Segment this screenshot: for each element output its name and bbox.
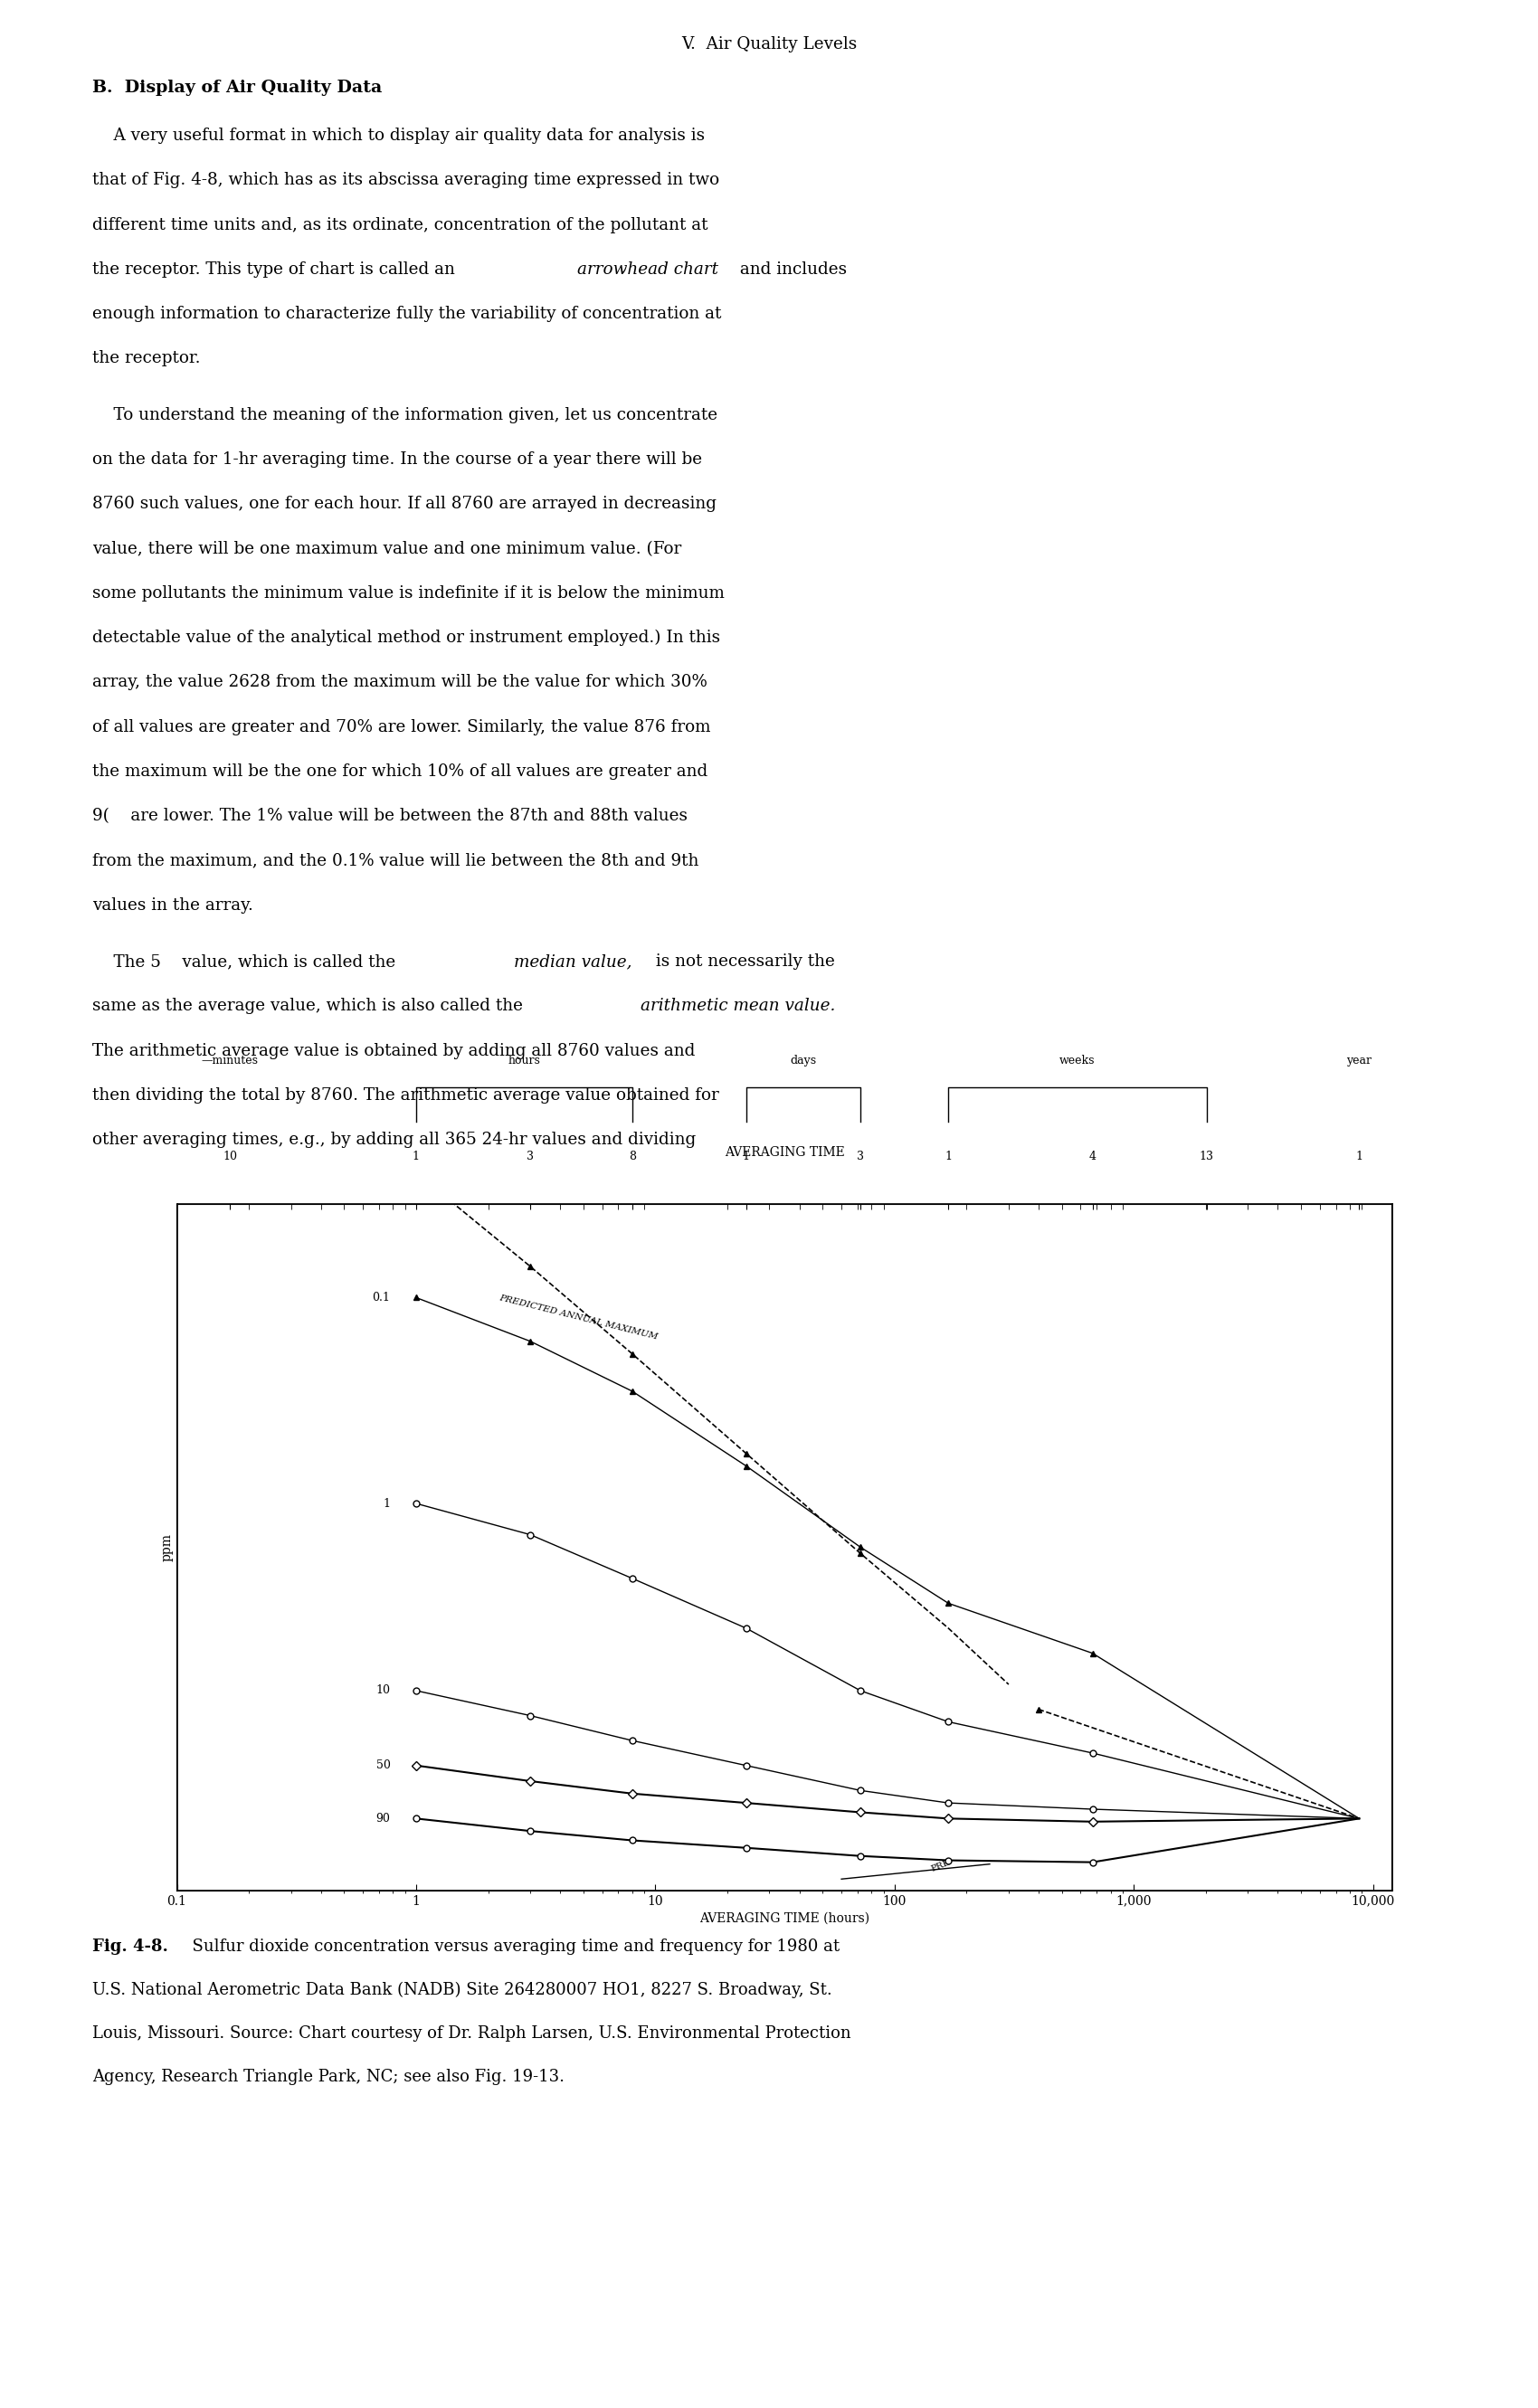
Text: 3: 3 [857,1151,864,1163]
Text: the receptor. This type of chart is called an: the receptor. This type of chart is call… [92,262,460,277]
Text: array, the value 2628 from the maximum will be the value for which 30%: array, the value 2628 from the maximum w… [92,674,707,691]
Text: 1: 1 [383,1498,391,1510]
Text: then dividing the total by 8760. The arithmetic average value obtained for: then dividing the total by 8760. The ari… [92,1088,718,1103]
Text: 0.1: 0.1 [372,1291,391,1303]
Text: The arithmetic average value is obtained by adding all 8760 values and: The arithmetic average value is obtained… [92,1043,695,1060]
Text: 9(    are lower. The 1% value will be between the 87th and 88th values: 9( are lower. The 1% value will be betwe… [92,809,687,824]
Text: the receptor.: the receptor. [92,352,200,366]
Text: To understand the meaning of the information given, let us concentrate: To understand the meaning of the informa… [92,407,718,424]
Text: 90: 90 [375,1813,391,1825]
Title: AVERAGING TIME: AVERAGING TIME [724,1146,844,1158]
Text: weeks: weeks [1060,1055,1095,1067]
Text: the maximum will be the one for which 10% of all values are greater and: the maximum will be the one for which 10… [92,763,707,780]
Text: U.S. National Aerometric Data Bank (NADB) Site 264280007 HO1, 8227 S. Broadway, : U.S. National Aerometric Data Bank (NADB… [92,1982,832,1999]
Text: on the data for 1-hr averaging time. In the course of a year there will be: on the data for 1-hr averaging time. In … [92,453,703,467]
Text: some pollutants the minimum value is indefinite if it is below the minimum: some pollutants the minimum value is ind… [92,585,724,602]
Text: Fig. 4-8.: Fig. 4-8. [92,1938,168,1955]
Text: —minutes: —minutes [201,1055,258,1067]
Text: B.  Display of Air Quality Data: B. Display of Air Quality Data [92,79,381,96]
X-axis label: AVERAGING TIME (hours): AVERAGING TIME (hours) [700,1912,869,1924]
Text: 3: 3 [526,1151,534,1163]
Text: 1: 1 [944,1151,952,1163]
Text: 8: 8 [629,1151,635,1163]
Text: days: days [791,1055,817,1067]
Text: different time units and, as its ordinate, concentration of the pollutant at: different time units and, as its ordinat… [92,217,707,234]
Y-axis label: ppm: ppm [160,1534,174,1560]
Text: 8760 such values, one for each hour. If all 8760 are arrayed in decreasing: 8760 such values, one for each hour. If … [92,496,717,513]
Text: year: year [1347,1055,1372,1067]
Text: The 5    value, which is called the: The 5 value, which is called the [92,954,401,970]
Text: same as the average value, which is also called the: same as the average value, which is also… [92,997,528,1014]
Text: Agency, Research Triangle Park, NC; see also Fig. 19-13.: Agency, Research Triangle Park, NC; see … [92,2068,564,2085]
Text: PREDICTED ANNUAL MAXIMUM: PREDICTED ANNUAL MAXIMUM [498,1293,658,1341]
Text: median value,: median value, [514,954,632,970]
Text: V.  Air Quality Levels: V. Air Quality Levels [681,36,857,53]
Text: is not necessarily the: is not necessarily the [651,954,835,970]
Text: enough information to characterize fully the variability of concentration at: enough information to characterize fully… [92,306,721,323]
Text: hours: hours [508,1055,540,1067]
Text: 10: 10 [223,1151,237,1163]
Text: arithmetic mean value.: arithmetic mean value. [640,997,835,1014]
Text: Louis, Missouri. Source: Chart courtesy of Dr. Ralph Larsen, U.S. Environmental : Louis, Missouri. Source: Chart courtesy … [92,2025,851,2042]
Text: that of Fig. 4-8, which has as its abscissa averaging time expressed in two: that of Fig. 4-8, which has as its absci… [92,173,720,188]
Text: values in the array.: values in the array. [92,898,254,913]
Text: of all values are greater and 70% are lower. Similarly, the value 876 from: of all values are greater and 70% are lo… [92,718,711,734]
Text: 1: 1 [743,1151,751,1163]
Text: 10: 10 [375,1686,391,1698]
Text: value, there will be one maximum value and one minimum value. (For: value, there will be one maximum value a… [92,542,681,556]
Text: PRE: PRE [929,1857,950,1873]
Text: other averaging times, e.g., by adding all 365 24-hr values and dividing: other averaging times, e.g., by adding a… [92,1132,695,1149]
Text: A very useful format in which to display air quality data for analysis is: A very useful format in which to display… [92,128,704,144]
Text: detectable value of the analytical method or instrument employed.) In this: detectable value of the analytical metho… [92,631,720,645]
Text: 50: 50 [375,1760,391,1772]
Text: 1: 1 [412,1151,420,1163]
Text: arrowhead chart: arrowhead chart [577,262,718,277]
Text: Sulfur dioxide concentration versus averaging time and frequency for 1980 at: Sulfur dioxide concentration versus aver… [181,1938,840,1955]
Text: 13: 13 [1200,1151,1213,1163]
Text: and includes: and includes [735,262,847,277]
Text: 1: 1 [1355,1151,1363,1163]
Text: from the maximum, and the 0.1% value will lie between the 8th and 9th: from the maximum, and the 0.1% value wil… [92,852,698,869]
Text: 4: 4 [1089,1151,1097,1163]
